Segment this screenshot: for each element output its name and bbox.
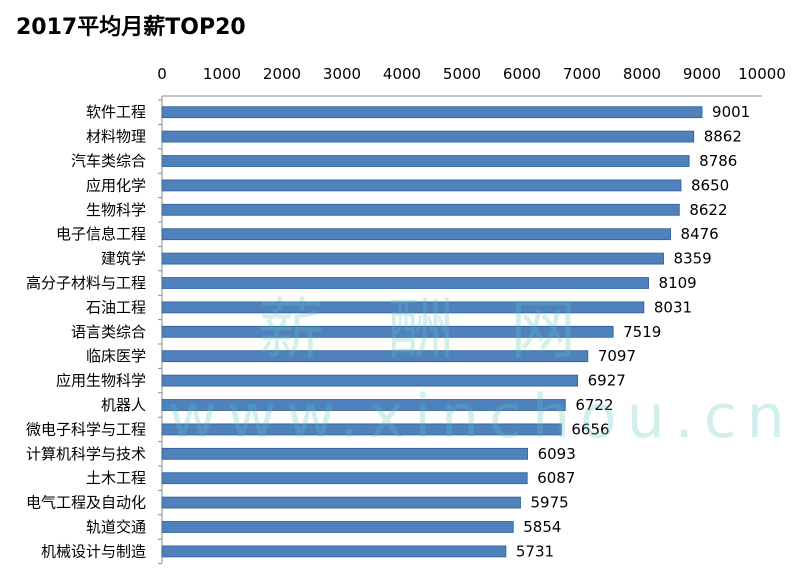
x-axis-ticks: 0 1000 2000 3000 4000 5000 6000 7000 8000 9000 100… [157, 65, 786, 83]
watermark-char-1: 薪 [258, 291, 324, 368]
bar [161, 228, 671, 241]
category-label: 语言类综合 [71, 323, 146, 341]
data-label: 8031 [654, 298, 692, 316]
bar [161, 301, 645, 314]
bar [161, 545, 507, 558]
bar [161, 277, 649, 289]
data-label: 6722 [575, 396, 613, 414]
category-label: 电子信息工程 [56, 225, 146, 243]
data-labels: 9001 8862 8786 8650 8622 8476 8359 8109 8031 7519… [516, 103, 750, 560]
category-label: 材料物理 [86, 128, 146, 146]
x-tick-label: 0 [157, 65, 167, 83]
x-tick-label: 4000 [383, 65, 421, 83]
x-tick-label: 9000 [683, 65, 721, 83]
watermark: 薪 酬 网 www.xinchou.cn [168, 291, 795, 452]
category-label: 应用化学 [86, 176, 146, 194]
category-label: 微电子科学与工程 [26, 420, 146, 438]
category-labels: 软件工程材料物理汽车类综合应用化学生物科学电子信息工程建筑学高分子材料与工程石油… [26, 99, 162, 565]
category-label: 软件工程 [86, 103, 146, 121]
bar [161, 155, 690, 167]
category-label: 应用生物科学 [56, 372, 146, 390]
category-label: 汽车类综合 [71, 152, 146, 170]
category-label: 建筑学 [101, 250, 146, 268]
category-label: 石油工程 [86, 298, 146, 316]
category-label: 轨道交通 [86, 518, 146, 536]
data-label: 9001 [712, 103, 750, 121]
category-label: 机械设计与制造 [41, 542, 146, 560]
bar [161, 521, 514, 533]
bar [161, 203, 680, 216]
data-label: 6087 [537, 469, 575, 487]
x-tick-label: 8000 [623, 65, 661, 83]
data-label: 8650 [691, 176, 729, 194]
x-tick-label: 6000 [503, 65, 541, 83]
x-tick-label: 2000 [263, 65, 301, 83]
watermark-char-2: 酬 [388, 291, 454, 368]
bars [161, 106, 703, 558]
data-label: 6927 [588, 372, 626, 390]
data-label: 8109 [659, 274, 697, 292]
bar [161, 350, 589, 363]
data-label: 8786 [699, 152, 737, 170]
bar [161, 179, 682, 192]
watermark-url: www.xinchou.cn [168, 382, 795, 452]
bar [161, 447, 528, 460]
data-label: 8622 [689, 201, 727, 219]
x-tick-label: 10000 [738, 65, 786, 83]
data-label: 5975 [531, 494, 569, 512]
data-label: 8476 [681, 225, 719, 243]
data-label: 6656 [571, 420, 609, 438]
data-label: 8862 [704, 128, 742, 146]
data-label: 8359 [674, 250, 712, 268]
bar [161, 374, 579, 387]
bar [161, 325, 614, 338]
watermark-char-3: 网 [510, 291, 576, 368]
chart-title: 2017平均月薪TOP20 [16, 14, 246, 40]
category-label: 计算机科学与技术 [26, 445, 146, 463]
x-tick-label: 5000 [443, 65, 481, 83]
category-label: 机器人 [101, 396, 146, 414]
category-label: 土木工程 [86, 469, 146, 487]
bar [161, 252, 664, 265]
bar [161, 130, 695, 143]
data-label: 5854 [523, 518, 561, 536]
category-label: 高分子材料与工程 [26, 274, 146, 292]
bar [161, 399, 566, 411]
bar [161, 106, 703, 119]
bar [161, 496, 521, 509]
data-label: 6093 [538, 445, 576, 463]
data-label: 7097 [598, 347, 636, 365]
x-tick-label: 3000 [323, 65, 361, 83]
x-tick-label: 1000 [203, 65, 241, 83]
category-label: 电气工程及自动化 [26, 494, 146, 512]
category-label: 生物科学 [86, 201, 146, 219]
data-label: 5731 [516, 542, 554, 560]
category-label: 临床医学 [86, 347, 146, 365]
bar [161, 472, 528, 485]
data-label: 7519 [623, 323, 661, 341]
bar [161, 423, 562, 436]
x-tick-label: 7000 [563, 65, 601, 83]
